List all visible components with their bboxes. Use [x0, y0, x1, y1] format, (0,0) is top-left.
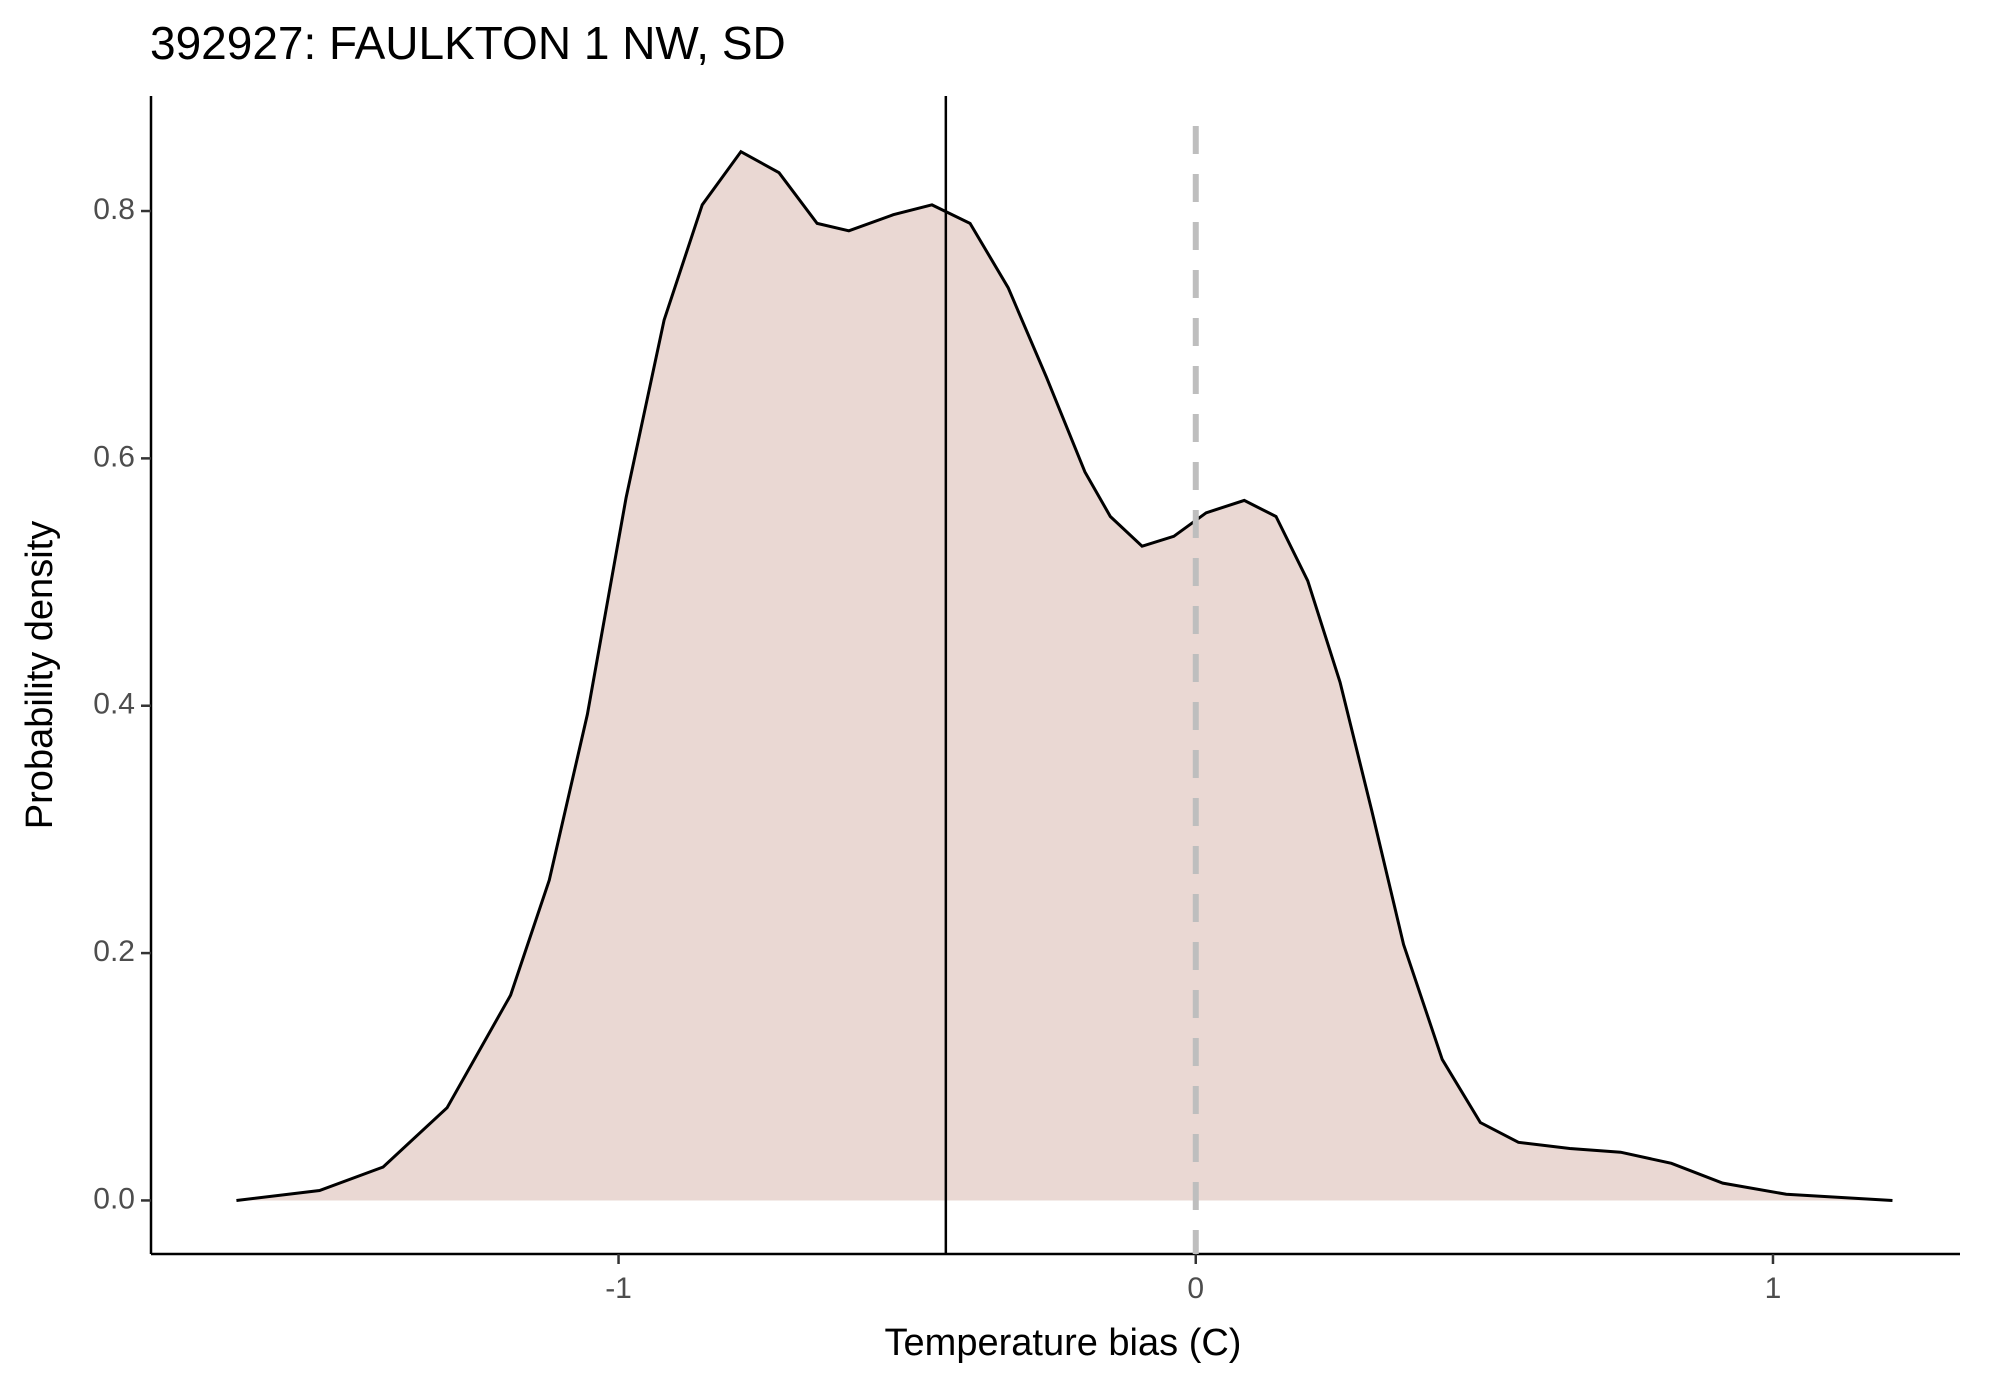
chart-title: 392927: FAULKTON 1 NW, SD [150, 17, 786, 69]
x-tick-label: 0 [1187, 1272, 1204, 1305]
y-tick-label: 0.6 [93, 440, 135, 473]
y-axis-title: Probability density [19, 521, 61, 829]
density-area [236, 151, 1893, 1201]
density-line [236, 149, 1893, 1202]
x-tick-label: -1 [605, 1272, 632, 1305]
y-tick-label: 0.4 [93, 688, 135, 721]
x-tick-label: 1 [1765, 1272, 1782, 1305]
x-axis-title: Temperature bias (C) [885, 1322, 1242, 1364]
y-tick-label: 0.8 [93, 193, 135, 226]
y-tick-label: 0.0 [93, 1182, 135, 1215]
y-tick-label: 0.2 [93, 935, 135, 968]
